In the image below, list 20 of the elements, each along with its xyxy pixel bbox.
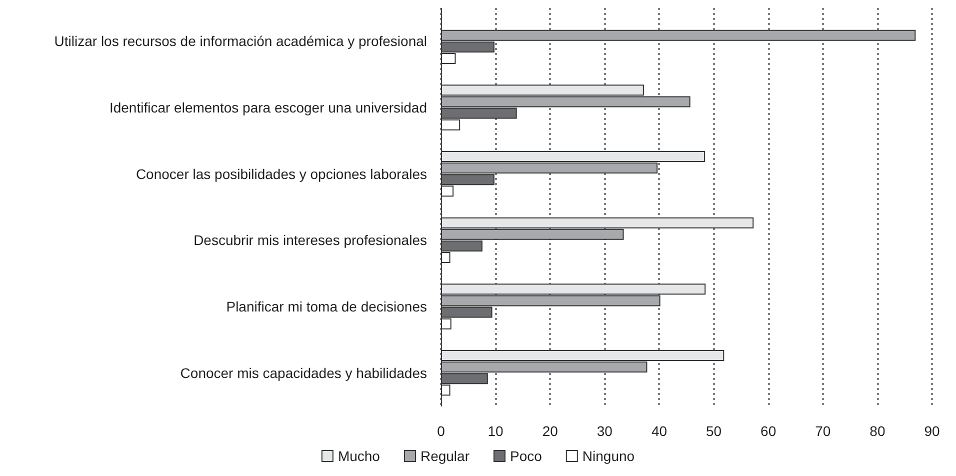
y-tick-label: Conocer mis capacidades y habilidades [180, 364, 427, 381]
legend-label: Ninguno [582, 448, 635, 464]
y-tick-label: Utilizar los recursos de información académica y profesional [54, 33, 427, 50]
x-tick-label: 0 [437, 423, 446, 439]
x-tick-label: 40 [651, 423, 668, 439]
x-tick-label: 80 [870, 423, 886, 439]
x-tick-label: 60 [760, 423, 776, 439]
y-tick-label: Planificar mi toma de decisiones [226, 298, 427, 314]
x-tick-label: 30 [596, 423, 613, 439]
x-tick-label: 70 [815, 423, 831, 439]
x-tick-label: 50 [706, 423, 722, 439]
x-tick-label: 10 [488, 423, 504, 439]
legend-label: Poco [510, 448, 542, 464]
y-tick-label: Conocer las posibilidades y opciones laborales [136, 166, 427, 182]
x-tick-label: 90 [924, 423, 940, 439]
y-tick-label: Descubrir mis intereses profesionales [194, 232, 427, 248]
y-tick-label: Identificar elementos para escoger una universidad [109, 100, 427, 116]
legend-label: Regular [420, 448, 470, 464]
legend-label: Mucho [338, 448, 380, 464]
x-tick-label: 20 [542, 423, 558, 439]
